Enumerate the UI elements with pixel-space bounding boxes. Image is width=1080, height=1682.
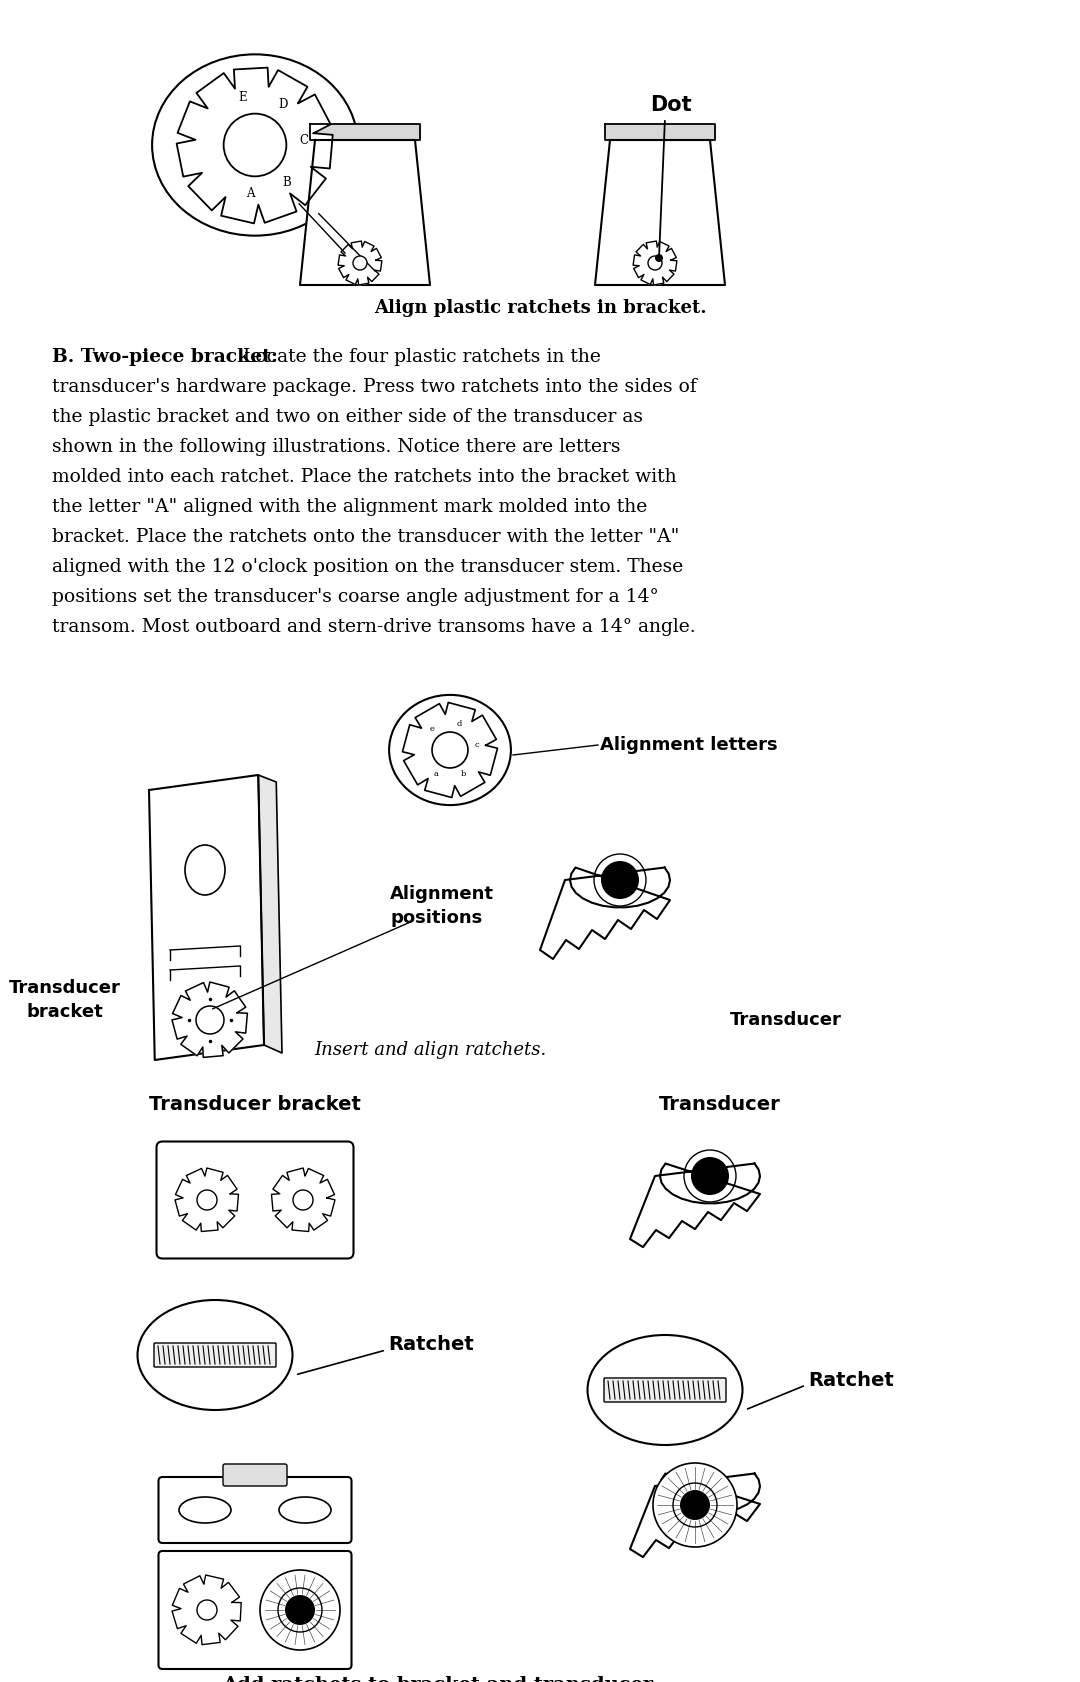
Polygon shape [595,140,725,284]
Text: Transducer: Transducer [659,1095,781,1115]
Text: E: E [238,91,246,104]
Ellipse shape [185,844,225,895]
Polygon shape [630,1164,760,1246]
Text: Add ratchets to bracket and transducer.: Add ratchets to bracket and transducer. [221,1675,658,1682]
Text: Transducer bracket: Transducer bracket [149,1095,361,1115]
Circle shape [260,1569,340,1650]
Circle shape [648,256,662,271]
Text: Alignment
positions: Alignment positions [390,885,494,927]
Circle shape [680,1490,710,1521]
Polygon shape [177,67,333,224]
Ellipse shape [279,1497,330,1522]
Text: a: a [434,770,438,777]
FancyBboxPatch shape [157,1142,353,1258]
Circle shape [285,1595,315,1625]
Text: B: B [282,177,291,188]
Polygon shape [633,241,677,284]
Text: transom. Most outboard and stern-drive transoms have a 14° angle.: transom. Most outboard and stern-drive t… [52,617,696,636]
Text: Alignment letters: Alignment letters [600,737,778,754]
Circle shape [600,861,639,898]
Polygon shape [271,1167,335,1231]
Text: the letter "A" aligned with the alignment mark molded into the: the letter "A" aligned with the alignmen… [52,498,647,516]
Circle shape [691,1157,729,1194]
Text: c: c [474,742,480,748]
Ellipse shape [389,695,511,806]
Text: A: A [246,187,255,200]
Polygon shape [630,1473,760,1558]
Polygon shape [175,1167,239,1231]
Circle shape [293,1189,313,1209]
Text: d: d [457,720,462,728]
Circle shape [432,732,468,769]
FancyBboxPatch shape [159,1551,351,1669]
Circle shape [224,114,286,177]
Text: B. Two-piece bracket:: B. Two-piece bracket: [52,348,278,367]
Text: Ratchet: Ratchet [808,1371,894,1389]
Text: molded into each ratchet. Place the ratchets into the bracket with: molded into each ratchet. Place the ratc… [52,468,677,486]
Text: positions set the transducer's coarse angle adjustment for a 14°: positions set the transducer's coarse an… [52,589,659,606]
Ellipse shape [588,1336,743,1445]
Polygon shape [540,868,670,959]
Polygon shape [403,703,498,797]
Polygon shape [300,140,430,284]
FancyBboxPatch shape [222,1463,287,1485]
Polygon shape [172,982,247,1058]
Text: Transducer
bracket: Transducer bracket [9,979,121,1021]
Text: e: e [430,725,435,733]
Circle shape [353,256,367,271]
Ellipse shape [179,1497,231,1522]
Polygon shape [172,1574,241,1645]
Text: D: D [279,98,287,111]
Polygon shape [310,124,420,140]
Polygon shape [338,241,382,284]
Text: Dot: Dot [650,94,691,114]
Text: C: C [299,135,308,148]
Text: Align plastic ratchets in bracket.: Align plastic ratchets in bracket. [374,299,706,316]
Text: aligned with the 12 o'clock position on the transducer stem. These: aligned with the 12 o'clock position on … [52,558,684,575]
Ellipse shape [152,54,357,235]
Circle shape [195,1006,224,1034]
Ellipse shape [137,1300,293,1410]
FancyBboxPatch shape [159,1477,351,1542]
Text: Locate the four plastic ratchets in the: Locate the four plastic ratchets in the [237,348,600,367]
Circle shape [653,1463,737,1547]
Circle shape [197,1189,217,1209]
FancyBboxPatch shape [154,1342,276,1367]
FancyBboxPatch shape [604,1378,726,1403]
Polygon shape [149,775,264,1060]
Polygon shape [258,775,282,1053]
Text: shown in the following illustrations. Notice there are letters: shown in the following illustrations. No… [52,437,621,456]
Polygon shape [605,124,715,140]
Text: transducer's hardware package. Press two ratchets into the sides of: transducer's hardware package. Press two… [52,378,697,395]
Text: the plastic bracket and two on either side of the transducer as: the plastic bracket and two on either si… [52,409,643,426]
Circle shape [654,254,663,262]
Circle shape [197,1600,217,1620]
Text: b: b [461,770,467,777]
Text: Ratchet: Ratchet [388,1336,474,1354]
Text: Insert and align ratchets.: Insert and align ratchets. [314,1041,546,1060]
Text: Transducer: Transducer [730,1011,842,1029]
Text: bracket. Place the ratchets onto the transducer with the letter "A": bracket. Place the ratchets onto the tra… [52,528,679,547]
